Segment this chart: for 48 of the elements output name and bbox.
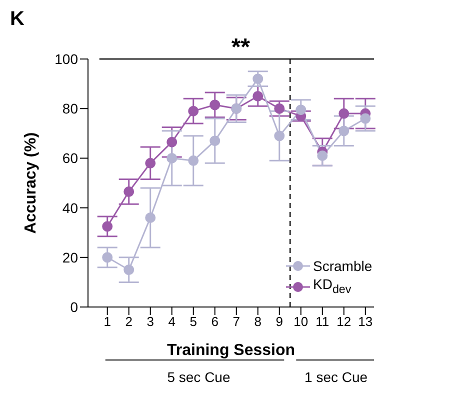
x-tick-label: 7 <box>232 314 240 330</box>
point <box>102 252 113 263</box>
x-axis-title: Training Session <box>166 342 296 359</box>
point <box>145 158 156 168</box>
point <box>338 126 350 136</box>
x-tick-label: 5 <box>190 314 197 330</box>
x-tick-label: 4 <box>168 314 176 330</box>
text: 5 sec Cue <box>167 369 230 385</box>
point <box>188 155 199 166</box>
point <box>360 113 371 124</box>
x-tick-label: 8 <box>254 314 262 330</box>
y-tick-label: 20 <box>62 249 78 266</box>
point <box>296 104 306 116</box>
point <box>166 152 178 164</box>
point <box>166 136 178 148</box>
point <box>124 186 134 197</box>
annotation: ** <box>231 34 251 61</box>
point <box>124 264 134 276</box>
point <box>210 136 220 146</box>
legend-label: Scramble <box>313 257 372 275</box>
x-tick-label: 9 <box>276 314 283 330</box>
point <box>274 103 285 114</box>
text: 1 sec Cue <box>304 369 368 385</box>
point <box>274 130 285 142</box>
y-tick-label: 40 <box>62 200 78 216</box>
chart-title: K <box>10 8 24 31</box>
x-tick-label: 1 <box>104 314 111 330</box>
legend-label: KD$_{dev}$ <box>313 275 352 298</box>
x-tick-label: 11 <box>316 314 330 330</box>
x-tick-label: 2 <box>125 314 132 330</box>
x-tick-label: 12 <box>336 314 352 330</box>
y-axis-title: Accuracy (%) <box>22 132 40 234</box>
point <box>317 150 328 161</box>
y-tick-label: 80 <box>62 100 78 117</box>
y-tick-label: 0 <box>70 298 78 315</box>
point <box>188 106 199 116</box>
x-tick-label: 6 <box>211 314 218 330</box>
point <box>145 212 156 223</box>
y-tick-label: 100 <box>54 50 78 67</box>
point <box>210 100 220 110</box>
point <box>102 221 113 232</box>
x-tick-label: 13 <box>358 314 373 330</box>
x-tick-label: 10 <box>294 314 308 330</box>
point <box>252 74 264 84</box>
point <box>338 108 350 119</box>
y-tick-label: 60 <box>62 150 78 166</box>
point <box>252 90 264 102</box>
x-tick-label: 3 <box>146 314 154 330</box>
